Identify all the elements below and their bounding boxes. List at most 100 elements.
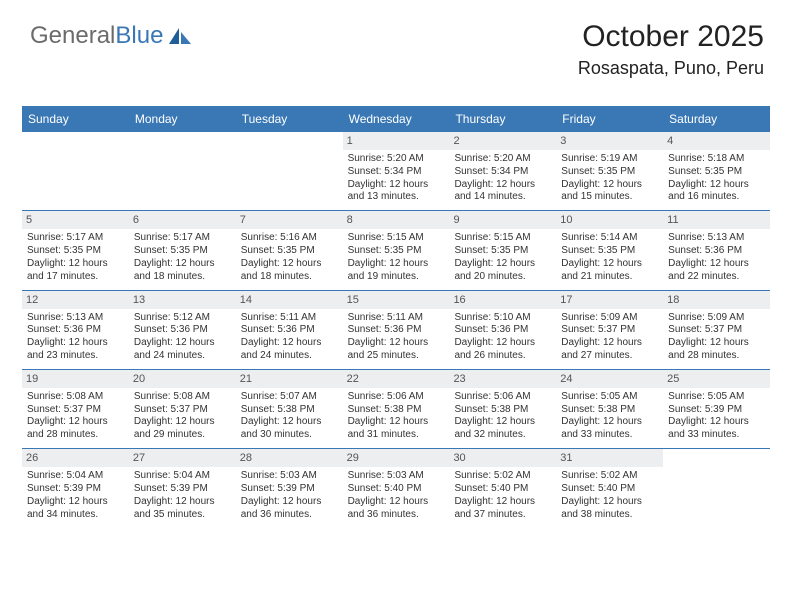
daylight-line-1: Daylight: 12 hours [134, 258, 231, 271]
daylight-line-1: Daylight: 12 hours [454, 258, 551, 271]
sunset-line: Sunset: 5:35 PM [241, 245, 338, 258]
daylight-line-1: Daylight: 12 hours [561, 416, 658, 429]
daylight-line-2: and 36 minutes. [348, 509, 445, 522]
daylight-line-2: and 33 minutes. [561, 429, 658, 442]
daylight-line-2: and 17 minutes. [27, 271, 124, 284]
sunset-line: Sunset: 5:35 PM [561, 245, 658, 258]
daylight-line-1: Daylight: 12 hours [668, 258, 765, 271]
sunrise-line: Sunrise: 5:02 AM [454, 470, 551, 483]
day-number [22, 132, 129, 150]
calendar-cell: 23Sunrise: 5:06 AMSunset: 5:38 PMDayligh… [449, 370, 556, 448]
day-number: 9 [449, 211, 556, 229]
daylight-line-2: and 27 minutes. [561, 350, 658, 363]
daylight-line-2: and 30 minutes. [241, 429, 338, 442]
daylight-line-1: Daylight: 12 hours [348, 258, 445, 271]
sunset-line: Sunset: 5:36 PM [27, 324, 124, 337]
daylight-line-1: Daylight: 12 hours [241, 337, 338, 350]
day-number: 31 [556, 449, 663, 467]
sunrise-line: Sunrise: 5:05 AM [561, 391, 658, 404]
sunset-line: Sunset: 5:36 PM [668, 245, 765, 258]
daylight-line-2: and 38 minutes. [561, 509, 658, 522]
daylight-line-2: and 21 minutes. [561, 271, 658, 284]
calendar-week: 5Sunrise: 5:17 AMSunset: 5:35 PMDaylight… [22, 211, 770, 290]
day-number: 8 [343, 211, 450, 229]
sunrise-line: Sunrise: 5:06 AM [454, 391, 551, 404]
daylight-line-2: and 29 minutes. [134, 429, 231, 442]
sunrise-line: Sunrise: 5:03 AM [348, 470, 445, 483]
sunset-line: Sunset: 5:34 PM [454, 166, 551, 179]
sunset-line: Sunset: 5:40 PM [348, 483, 445, 496]
sunrise-line: Sunrise: 5:07 AM [241, 391, 338, 404]
daylight-line-2: and 28 minutes. [668, 350, 765, 363]
sunrise-line: Sunrise: 5:18 AM [668, 153, 765, 166]
calendar-cell: 15Sunrise: 5:11 AMSunset: 5:36 PMDayligh… [343, 291, 450, 369]
calendar-cell: 21Sunrise: 5:07 AMSunset: 5:38 PMDayligh… [236, 370, 343, 448]
sunrise-line: Sunrise: 5:11 AM [348, 312, 445, 325]
daylight-line-2: and 37 minutes. [454, 509, 551, 522]
page-header: October 2025 Rosaspata, Puno, Peru [578, 20, 764, 79]
calendar-cell: 16Sunrise: 5:10 AMSunset: 5:36 PMDayligh… [449, 291, 556, 369]
day-number: 12 [22, 291, 129, 309]
sunset-line: Sunset: 5:35 PM [348, 245, 445, 258]
brand-logo: GeneralBlue [30, 22, 193, 50]
calendar-week: 19Sunrise: 5:08 AMSunset: 5:37 PMDayligh… [22, 370, 770, 449]
day-number: 26 [22, 449, 129, 467]
sunrise-line: Sunrise: 5:09 AM [668, 312, 765, 325]
dow-friday: Friday [556, 106, 663, 132]
daylight-line-1: Daylight: 12 hours [348, 337, 445, 350]
day-number: 16 [449, 291, 556, 309]
day-number: 6 [129, 211, 236, 229]
calendar-cell: 24Sunrise: 5:05 AMSunset: 5:38 PMDayligh… [556, 370, 663, 448]
sunrise-line: Sunrise: 5:09 AM [561, 312, 658, 325]
calendar-cell: 18Sunrise: 5:09 AMSunset: 5:37 PMDayligh… [663, 291, 770, 369]
sunrise-line: Sunrise: 5:10 AM [454, 312, 551, 325]
sunset-line: Sunset: 5:39 PM [134, 483, 231, 496]
sunrise-line: Sunrise: 5:11 AM [241, 312, 338, 325]
brand-sail-icon [167, 26, 193, 46]
calendar-cell: 28Sunrise: 5:03 AMSunset: 5:39 PMDayligh… [236, 449, 343, 527]
day-number: 15 [343, 291, 450, 309]
calendar-body: 1 Sunrise: 5:20 AMSunset: 5:34 PM Daylight… [22, 132, 770, 527]
calendar-cell: 13Sunrise: 5:12 AMSunset: 5:36 PMDayligh… [129, 291, 236, 369]
calendar-cell [22, 132, 129, 210]
sunrise-line: Sunrise: 5:20 AM [454, 153, 551, 166]
day-number [129, 132, 236, 150]
day-number: 1 [343, 132, 450, 150]
day-number: 14 [236, 291, 343, 309]
daylight-line-2: and 31 minutes. [348, 429, 445, 442]
sunrise-line: Sunrise: 5:19 AM [561, 153, 658, 166]
calendar-cell: 10Sunrise: 5:14 AMSunset: 5:35 PMDayligh… [556, 211, 663, 289]
daylight-line-1: Daylight: 12 hours [348, 179, 445, 192]
daylight-line-2: and 15 minutes. [561, 191, 658, 204]
calendar-cell: 1Sunrise: 5:20 AMSunset: 5:34 PMDaylight… [343, 132, 450, 210]
daylight-line-1: Daylight: 12 hours [241, 416, 338, 429]
month-title: October 2025 [578, 20, 764, 54]
dow-saturday: Saturday [663, 106, 770, 132]
day-number: 11 [663, 211, 770, 229]
sunrise-line: Sunrise: 5:04 AM [134, 470, 231, 483]
daylight-line-1: Daylight: 12 hours [454, 337, 551, 350]
daylight-line-1: Daylight: 12 hours [668, 416, 765, 429]
calendar-cell: 25Sunrise: 5:05 AMSunset: 5:39 PMDayligh… [663, 370, 770, 448]
sunset-line: Sunset: 5:35 PM [668, 166, 765, 179]
sunset-line: Sunset: 5:38 PM [561, 404, 658, 417]
sunrise-line: Sunrise: 5:15 AM [348, 232, 445, 245]
calendar-cell: 2Sunrise: 5:20 AMSunset: 5:34 PMDaylight… [449, 132, 556, 210]
daylight-line-1: Daylight: 12 hours [668, 179, 765, 192]
calendar-cell: 4Sunrise: 5:18 AMSunset: 5:35 PMDaylight… [663, 132, 770, 210]
calendar-cell: 7Sunrise: 5:16 AMSunset: 5:35 PMDaylight… [236, 211, 343, 289]
calendar-week: 12Sunrise: 5:13 AMSunset: 5:36 PMDayligh… [22, 291, 770, 370]
dow-sunday: Sunday [22, 106, 129, 132]
sunrise-line: Sunrise: 5:16 AM [241, 232, 338, 245]
day-number: 28 [236, 449, 343, 467]
calendar-cell: 20Sunrise: 5:08 AMSunset: 5:37 PMDayligh… [129, 370, 236, 448]
daylight-line-2: and 32 minutes. [454, 429, 551, 442]
calendar-cell: 27Sunrise: 5:04 AMSunset: 5:39 PMDayligh… [129, 449, 236, 527]
daylight-line-2: and 25 minutes. [348, 350, 445, 363]
sunrise-line: Sunrise: 5:15 AM [454, 232, 551, 245]
day-number: 3 [556, 132, 663, 150]
sunset-line: Sunset: 5:37 PM [27, 404, 124, 417]
dow-monday: Monday [129, 106, 236, 132]
day-number [236, 132, 343, 150]
sunset-line: Sunset: 5:38 PM [348, 404, 445, 417]
